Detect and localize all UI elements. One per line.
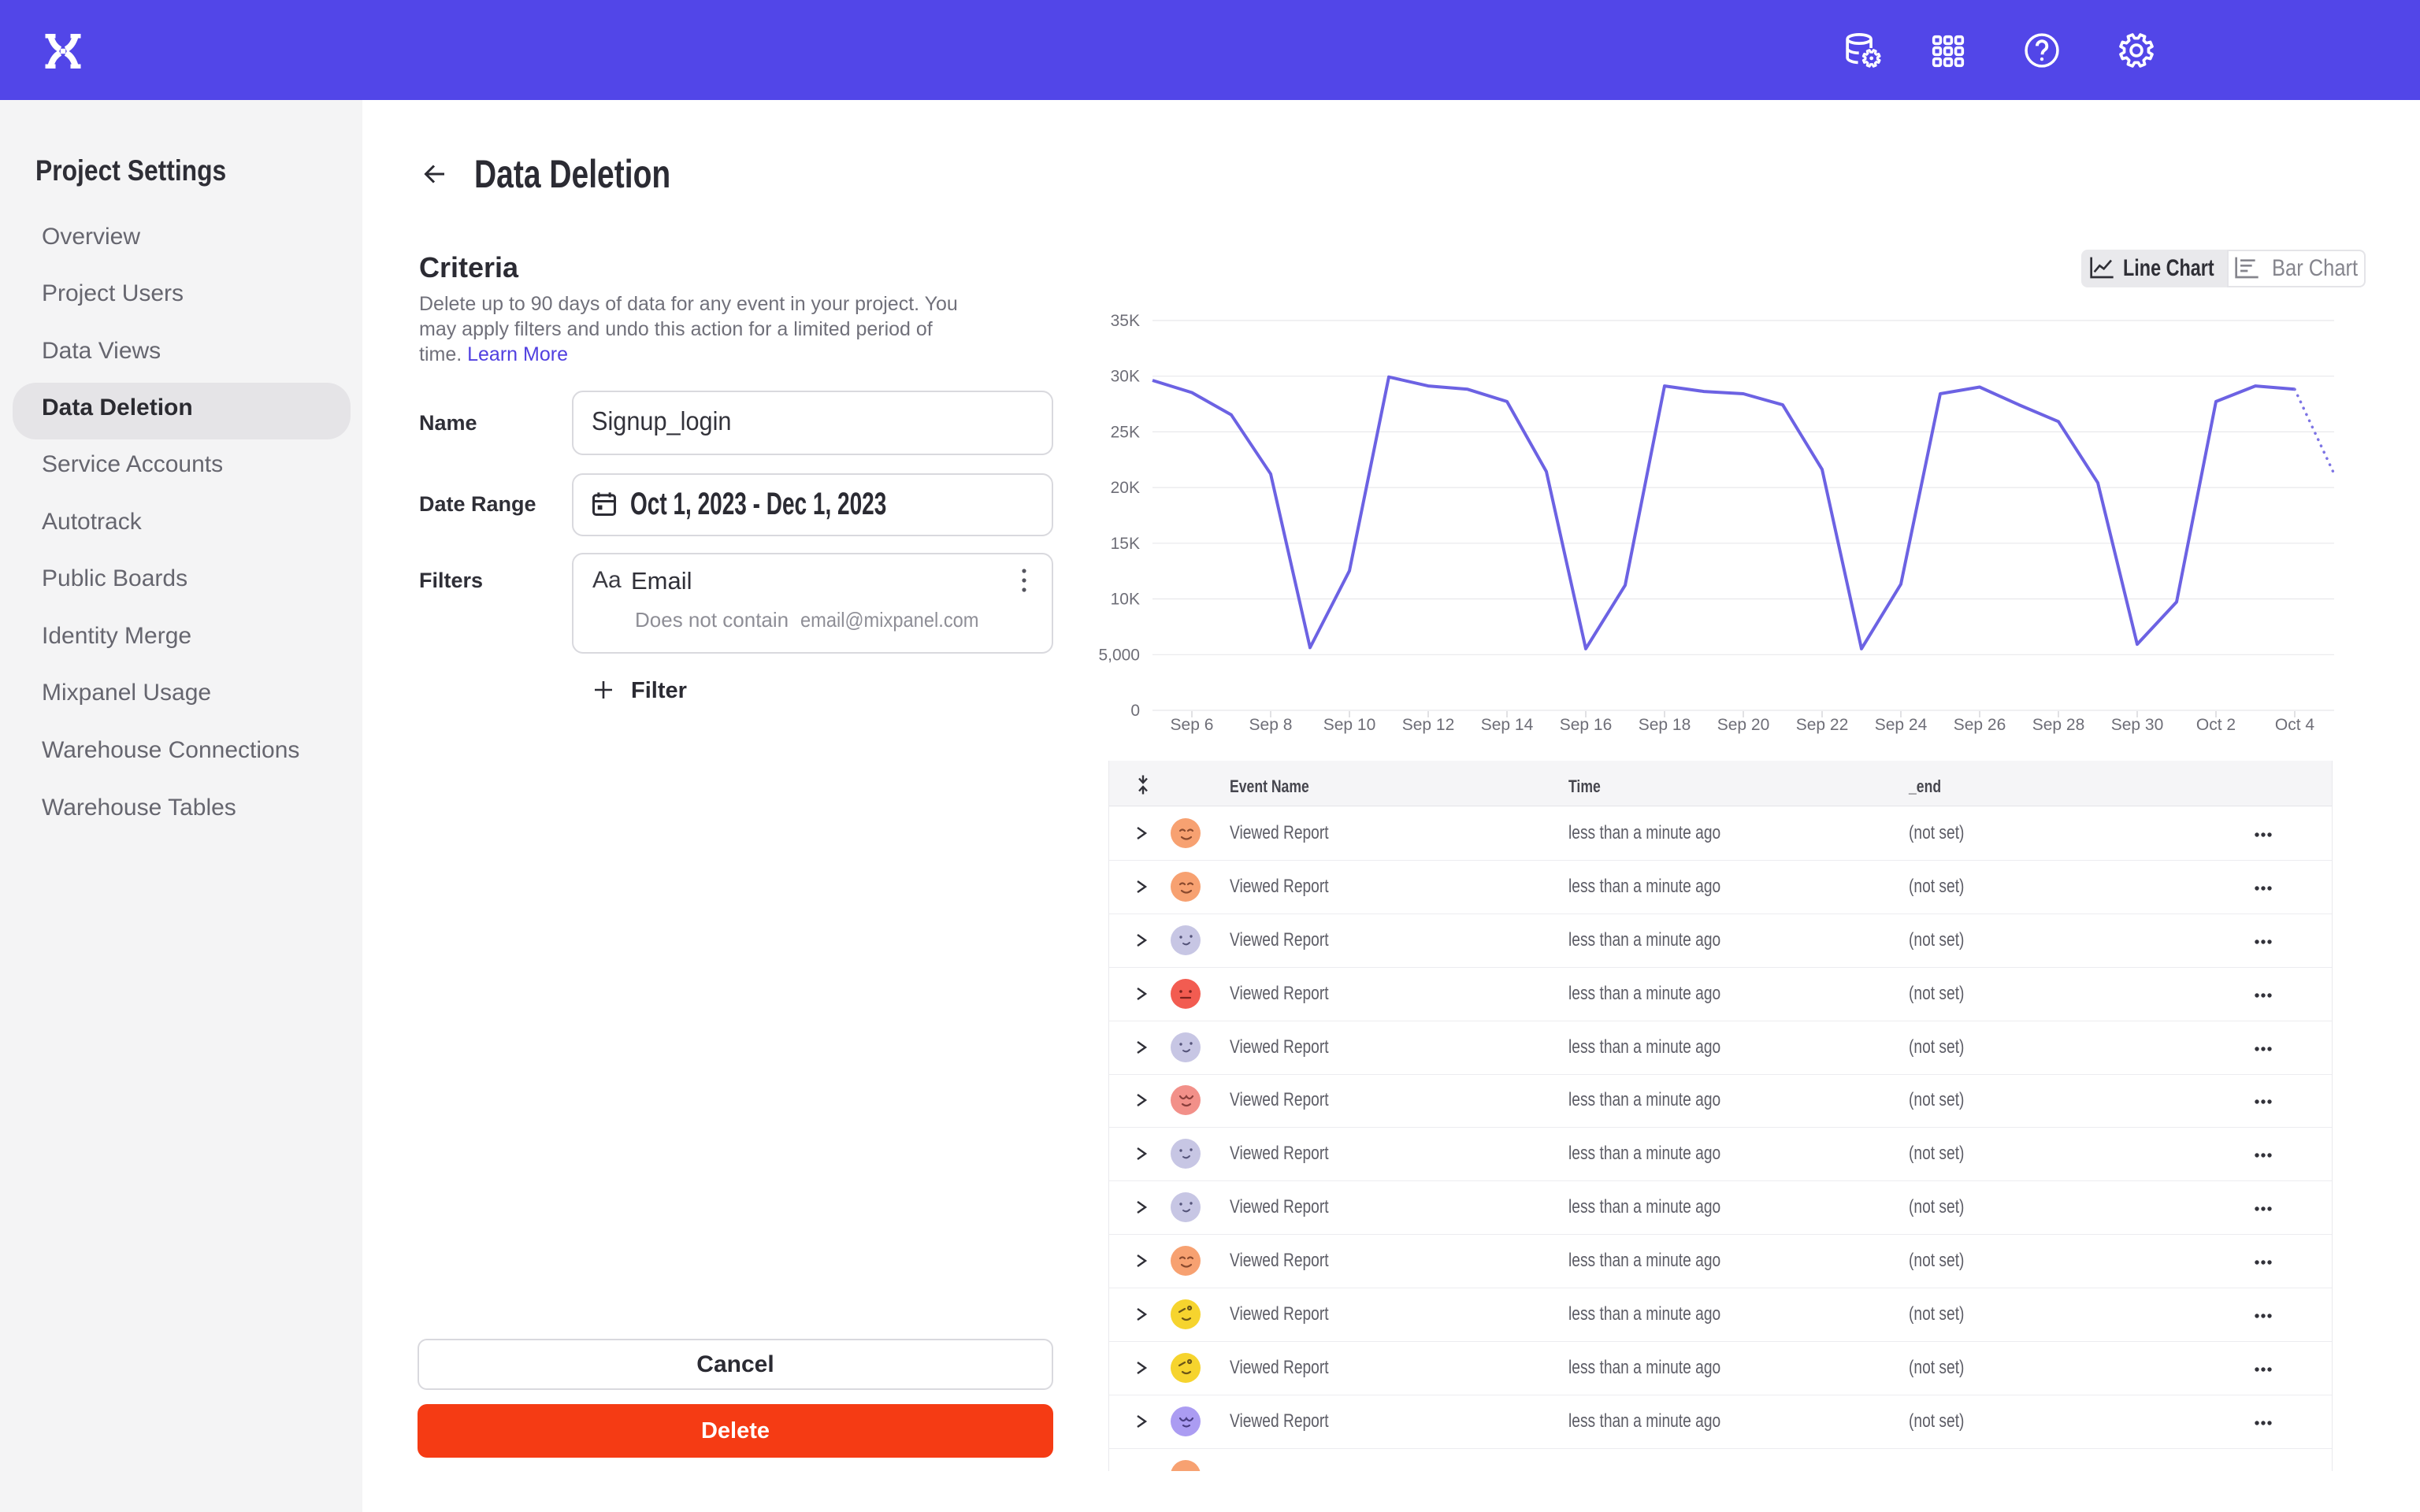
- svg-text:Sep 22: Sep 22: [1796, 716, 1849, 734]
- svg-text:Sep 10: Sep 10: [1323, 716, 1376, 734]
- svg-text:5,000: 5,000: [1098, 646, 1140, 664]
- svg-text:0: 0: [1130, 702, 1140, 720]
- svg-text:35K: 35K: [1111, 312, 1140, 330]
- svg-text:10K: 10K: [1111, 591, 1140, 609]
- svg-text:Sep 20: Sep 20: [1717, 716, 1770, 734]
- svg-text:20K: 20K: [1111, 479, 1140, 497]
- svg-text:Sep 8: Sep 8: [1249, 716, 1293, 734]
- svg-text:Oct 2: Oct 2: [2196, 716, 2236, 734]
- svg-text:Sep 16: Sep 16: [1560, 716, 1613, 734]
- svg-text:Sep 30: Sep 30: [2111, 716, 2164, 734]
- svg-text:Sep 28: Sep 28: [2032, 716, 2085, 734]
- svg-text:Sep 24: Sep 24: [1875, 716, 1928, 734]
- svg-text:30K: 30K: [1111, 368, 1140, 386]
- svg-text:Sep 6: Sep 6: [1171, 716, 1214, 734]
- svg-text:Sep 14: Sep 14: [1481, 716, 1534, 734]
- svg-text:Oct 4: Oct 4: [2275, 716, 2315, 734]
- svg-text:Sep 12: Sep 12: [1402, 716, 1455, 734]
- svg-text:Sep 18: Sep 18: [1639, 716, 1691, 734]
- svg-text:25K: 25K: [1111, 423, 1140, 441]
- svg-text:15K: 15K: [1111, 535, 1140, 553]
- svg-text:Sep 26: Sep 26: [1954, 716, 2006, 734]
